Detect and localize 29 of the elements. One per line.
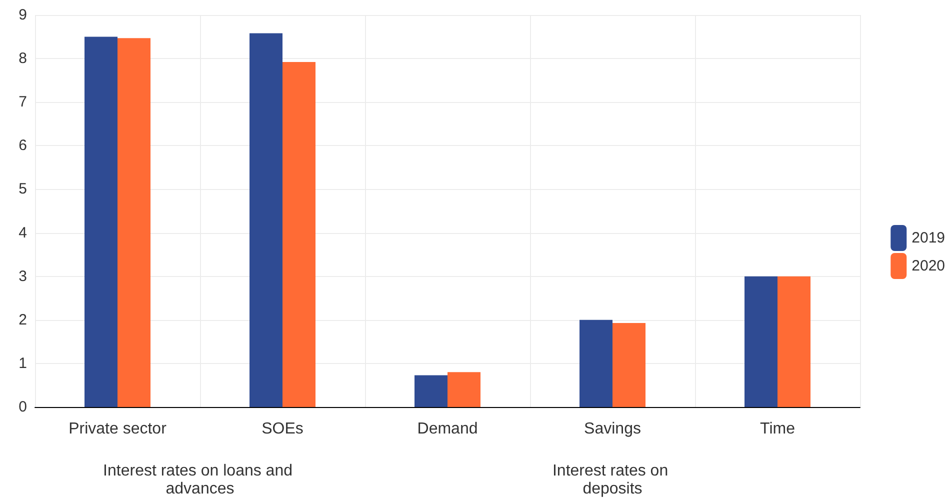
x-tick-label: Private sector (68, 420, 168, 438)
legend-label: 2020 (912, 258, 946, 274)
x-tick-label: Demand (417, 420, 478, 438)
bar (414, 375, 448, 407)
bar (580, 320, 612, 407)
bar (250, 33, 282, 407)
bar (448, 372, 480, 407)
y-tick-label: 0 (18, 398, 27, 416)
y-tick-label: 4 (18, 224, 27, 242)
bar (282, 62, 316, 407)
y-tick-label: 2 (18, 311, 27, 328)
x-tick-label: Time (760, 420, 796, 438)
x-tick-label: SOEs (262, 420, 304, 438)
y-tick-label: 8 (18, 50, 27, 68)
bar (84, 36, 118, 407)
bar (118, 38, 150, 407)
text: Interest rates on deposits (552, 462, 673, 498)
y-tick-label: 5 (18, 180, 27, 198)
y-tick-label: 6 (18, 137, 27, 154)
text: Interest rates on loans and advances (103, 462, 297, 498)
bar (744, 276, 778, 407)
legend-label: 2019 (912, 230, 946, 246)
y-tick-label: 3 (18, 268, 27, 285)
bar (778, 276, 810, 407)
y-tick-label: 7 (18, 94, 27, 111)
y-tick-label: 9 (18, 6, 27, 24)
x-tick-label: Savings (584, 420, 641, 438)
y-tick-label: 1 (18, 354, 27, 372)
bar (612, 322, 646, 407)
